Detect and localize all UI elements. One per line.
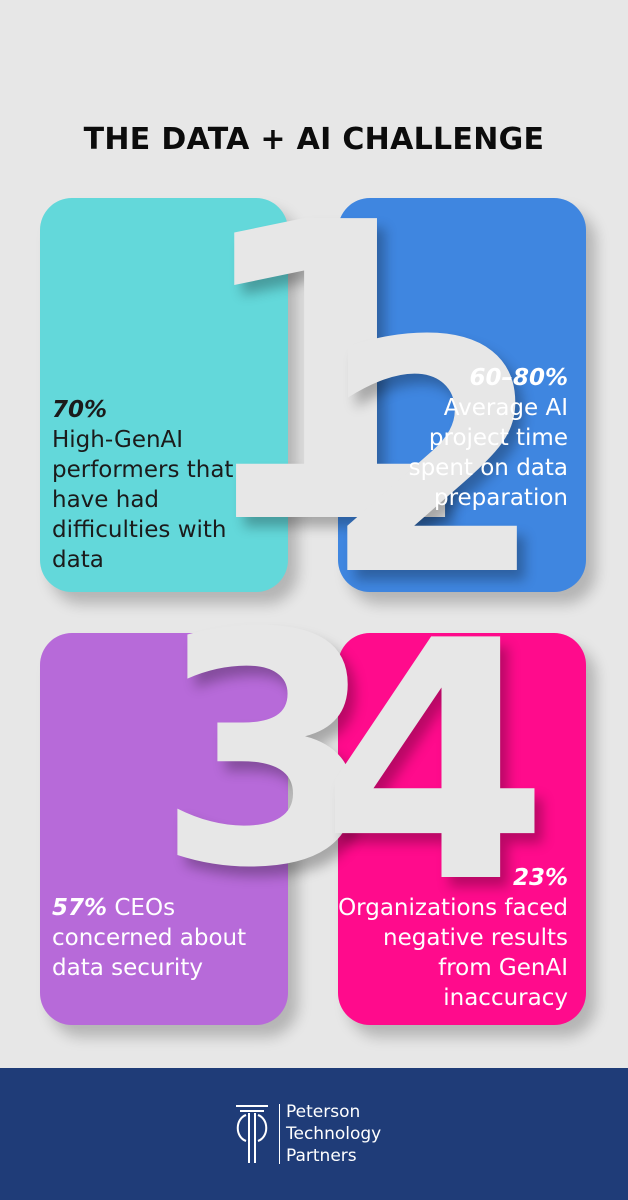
logo-divider xyxy=(279,1104,280,1164)
footer: Peterson Technology Partners xyxy=(0,1068,628,1200)
card-4-text: 23% Organizations faced negative results… xyxy=(333,863,568,1013)
card-1-text: 70% High-GenAI performers that have had … xyxy=(52,395,257,575)
card-2 xyxy=(338,198,586,592)
big-number-3: 3 xyxy=(156,566,379,938)
company-line-3: Partners xyxy=(286,1146,357,1166)
page-title: THE DATA + AI CHALLENGE xyxy=(83,122,545,157)
card-4 xyxy=(338,633,586,1025)
card-1 xyxy=(40,198,288,592)
card-3-description: CEOs concerned about data security xyxy=(52,895,247,981)
big-number-1: 1 xyxy=(188,136,473,614)
big-number-2: 2 xyxy=(322,274,545,646)
card-3-stat: 57% xyxy=(52,895,108,921)
card-2-text: 60–80% Average AI project time spent on … xyxy=(368,363,568,513)
card-3 xyxy=(40,633,288,1025)
big-number-4: 4 xyxy=(320,571,550,955)
company-line-1: Peterson xyxy=(286,1102,361,1122)
card-1-description: High-GenAI performers that have had diff… xyxy=(52,427,234,573)
company-name: Peterson Technology Partners xyxy=(286,1101,381,1167)
company-line-2: Technology xyxy=(286,1124,382,1144)
card-4-stat: 23% xyxy=(512,865,568,891)
card-1-stat: 70% xyxy=(52,397,108,423)
card-4-description: Organizations faced negative results fro… xyxy=(338,895,568,1011)
card-2-description: Average AI project time spent on data pr… xyxy=(408,395,568,511)
pillar-logo-icon xyxy=(236,1105,268,1163)
card-3-text: 57% CEOs concerned about data security xyxy=(52,893,292,983)
card-2-stat: 60–80% xyxy=(469,365,568,391)
